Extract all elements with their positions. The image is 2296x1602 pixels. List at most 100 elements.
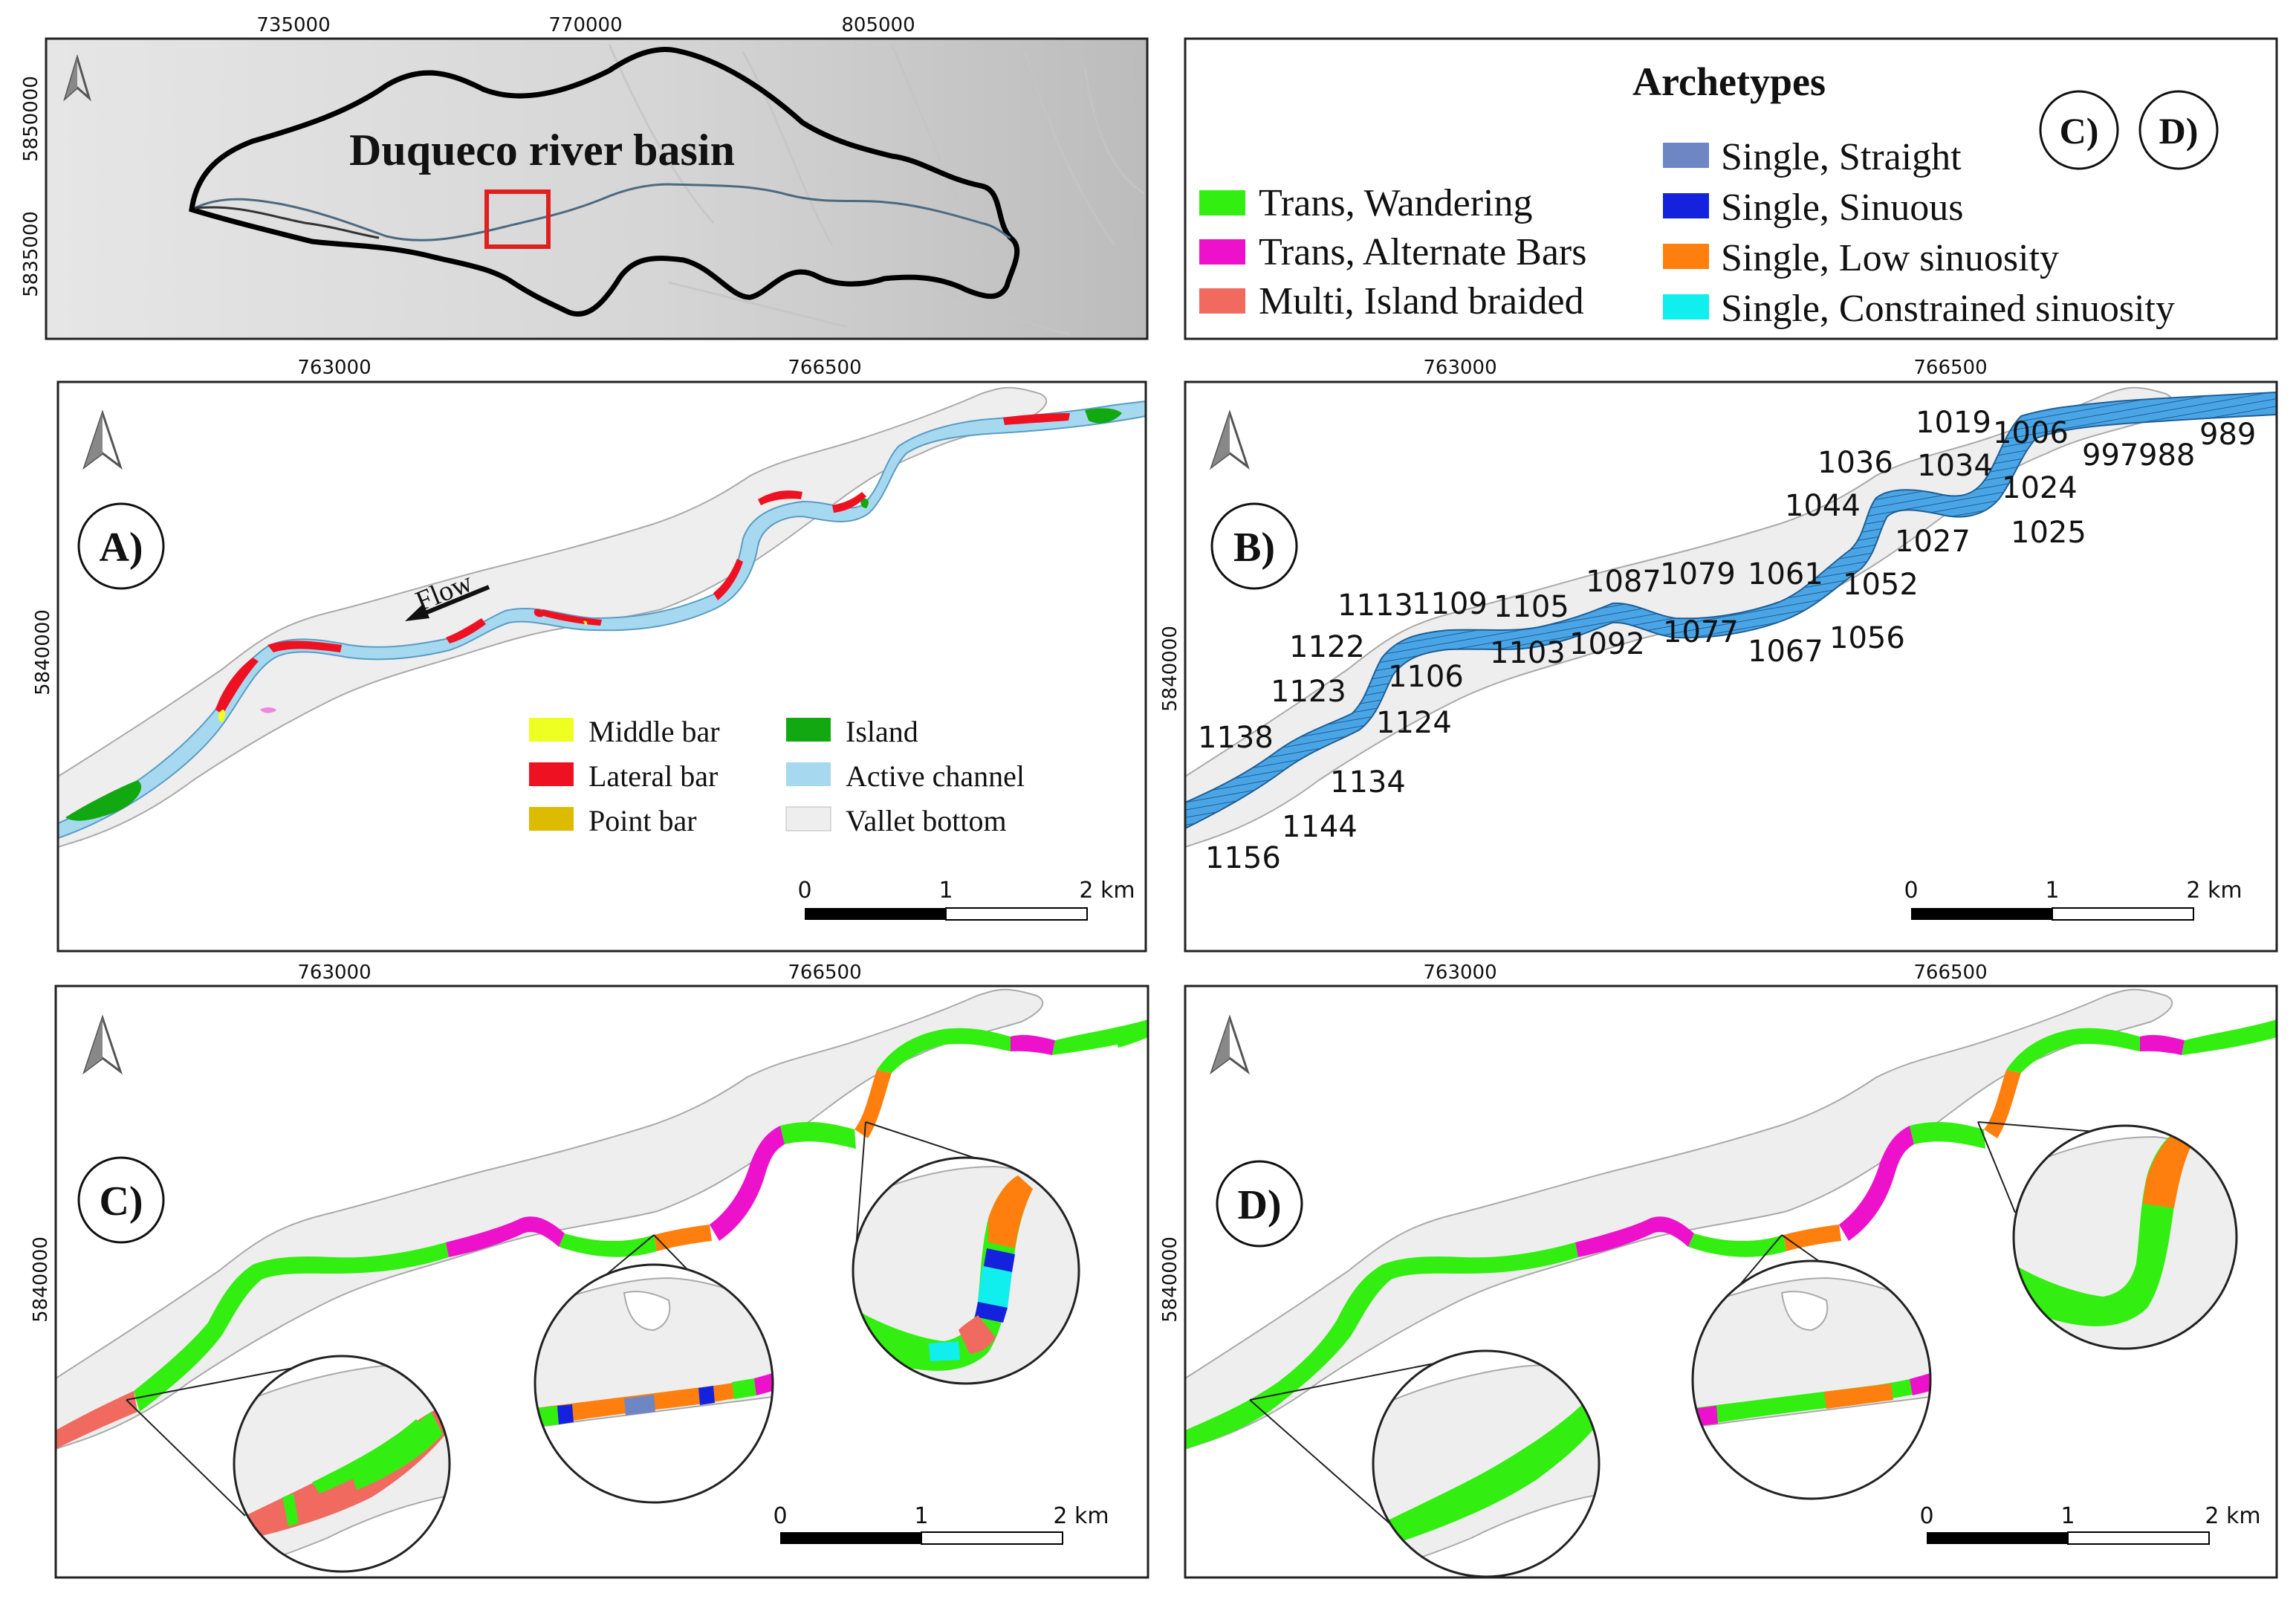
- swatch-single-sinuous: [1663, 193, 1709, 218]
- swatch-trans-wandering: [1199, 190, 1245, 215]
- svg-text:1044: 1044: [1785, 489, 1861, 523]
- svg-text:1105: 1105: [1494, 590, 1569, 624]
- panel-c: C) 0 1 2 km 763000 766500 5840000: [30, 961, 1149, 1579]
- legend-label: Multi, Island braided: [1259, 280, 1584, 322]
- island: [1085, 408, 1122, 424]
- svg-text:989: 989: [2199, 418, 2256, 452]
- svg-text:1156: 1156: [1205, 841, 1281, 875]
- svg-text:1106: 1106: [1388, 660, 1464, 694]
- swatch-single-constrained-sinuosity: [1663, 294, 1709, 320]
- north-arrow-icon: [1210, 409, 1250, 470]
- svg-text:1087: 1087: [1586, 565, 1661, 599]
- svg-text:1025: 1025: [2011, 516, 2086, 550]
- svg-text:1134: 1134: [1330, 765, 1406, 800]
- svg-text:1: 1: [2060, 1503, 2075, 1529]
- svg-text:1: 1: [2045, 878, 2059, 904]
- legend-label: Trans, Alternate Bars: [1259, 231, 1586, 273]
- y-tick: 5840000: [30, 1236, 52, 1323]
- svg-text:1144: 1144: [1282, 810, 1358, 844]
- zoom-inset: [1691, 1234, 1932, 1500]
- island: [860, 498, 869, 508]
- svg-text:988: 988: [2138, 438, 2195, 473]
- svg-text:Middle bar: Middle bar: [588, 715, 720, 748]
- svg-text:1036: 1036: [1817, 446, 1893, 480]
- svg-text:1006: 1006: [1993, 416, 2069, 450]
- svg-text:Island: Island: [846, 715, 918, 748]
- north-arrow-icon: [82, 409, 123, 470]
- island: [65, 780, 142, 821]
- valley-bottom: [1185, 988, 2173, 1450]
- svg-text:Vallet bottom: Vallet bottom: [846, 804, 1007, 837]
- svg-text:1027: 1027: [1895, 525, 1971, 559]
- overview-map: Duqueco river basin 735000 770000 805000…: [20, 14, 1149, 340]
- zoom-inset: [126, 1355, 451, 1573]
- panel-letter: C): [99, 1178, 143, 1225]
- legend-label: Single, Sinuous: [1721, 187, 1964, 229]
- svg-text:0: 0: [1904, 878, 1918, 904]
- panel-ref-c: [2039, 90, 2119, 170]
- panel-d: D) 0 1 2 km 763000 766500 5840000: [1159, 961, 2278, 1579]
- svg-text:1034: 1034: [1917, 449, 1993, 483]
- basin-outline: [189, 47, 1020, 317]
- swatch-trans-alternate-bars: [1199, 239, 1245, 265]
- svg-text:1052: 1052: [1843, 568, 1919, 602]
- svg-text:0: 0: [1919, 1503, 1933, 1529]
- swatch-single-low-sinuosity: [1663, 244, 1709, 269]
- main-river: [194, 183, 1011, 241]
- valley-bottom: [56, 988, 1044, 1450]
- x-tick: 735000: [256, 14, 330, 36]
- svg-text:2 km: 2 km: [1079, 878, 1135, 904]
- scale-bar: 0 1 2 km: [797, 878, 1135, 921]
- svg-text:0: 0: [773, 1503, 787, 1529]
- y-tick: 5840000: [1159, 626, 1181, 712]
- segment-labels: 1156 1144 1138 1134 1124 1123 1122 1106 …: [1198, 406, 2256, 875]
- svg-text:1019: 1019: [1916, 406, 1991, 440]
- x-tick: 766500: [788, 357, 861, 379]
- scale-bar: 0 1 2 km: [773, 1503, 1109, 1545]
- svg-text:1103: 1103: [1490, 636, 1566, 670]
- svg-text:Active channel: Active channel: [846, 759, 1025, 793]
- study-area-box: [484, 189, 551, 249]
- svg-text:D): D): [2159, 110, 2199, 152]
- y-tick: 5835000: [20, 211, 42, 297]
- unit-legend: Middle bar Island Lateral bar Active cha…: [529, 715, 1025, 837]
- zoom-inset: [534, 1234, 774, 1504]
- svg-text:1109: 1109: [1412, 587, 1488, 621]
- zoom-inset: [1249, 1349, 1601, 1578]
- north-arrow-icon: [1210, 1014, 1250, 1075]
- svg-text:Point bar: Point bar: [588, 804, 697, 837]
- svg-text:1061: 1061: [1748, 557, 1823, 591]
- svg-text:1123: 1123: [1271, 675, 1346, 709]
- panel-b: 1156 1144 1138 1134 1124 1123 1122 1106 …: [1159, 357, 2278, 953]
- basin-title: Duqueco river basin: [349, 126, 735, 175]
- x-tick: 770000: [548, 14, 622, 36]
- archetype-legend: Archetypes Trans, Wandering Trans, Alter…: [1184, 37, 2278, 340]
- svg-text:1077: 1077: [1663, 615, 1739, 649]
- svg-text:2 km: 2 km: [2205, 1503, 2260, 1529]
- legend-label: Single, Constrained sinuosity: [1721, 288, 2175, 330]
- svg-text:2 km: 2 km: [2186, 878, 2242, 904]
- swatch-single-straight: [1663, 143, 1709, 168]
- x-tick: 763000: [1423, 961, 1496, 984]
- svg-text:Lateral bar: Lateral bar: [588, 759, 718, 793]
- svg-text:1124: 1124: [1376, 706, 1452, 740]
- legend-label: Single, Straight: [1721, 136, 1962, 178]
- north-arrow-icon: [82, 1014, 123, 1075]
- panel-letter: B): [1233, 525, 1275, 571]
- swatch-multi-island-braided: [1199, 288, 1245, 314]
- panel-letter: D): [1237, 1182, 1281, 1228]
- panel-letter: A): [99, 525, 143, 571]
- panel-ref-d: [2138, 90, 2219, 170]
- x-tick: 766500: [1913, 961, 1987, 984]
- svg-text:1: 1: [914, 1503, 928, 1529]
- scale-bar: 0 1 2 km: [1904, 878, 2243, 921]
- svg-text:1: 1: [938, 878, 953, 904]
- x-tick: 766500: [1913, 357, 1987, 379]
- svg-text:1079: 1079: [1660, 557, 1736, 591]
- svg-text:1024: 1024: [2002, 471, 2078, 505]
- legend-label: Trans, Wandering: [1259, 182, 1532, 224]
- legend-label: Single, Low sinuosity: [1721, 237, 2059, 279]
- x-tick: 766500: [788, 961, 861, 984]
- svg-text:1138: 1138: [1198, 721, 1274, 755]
- x-tick: 763000: [297, 357, 371, 379]
